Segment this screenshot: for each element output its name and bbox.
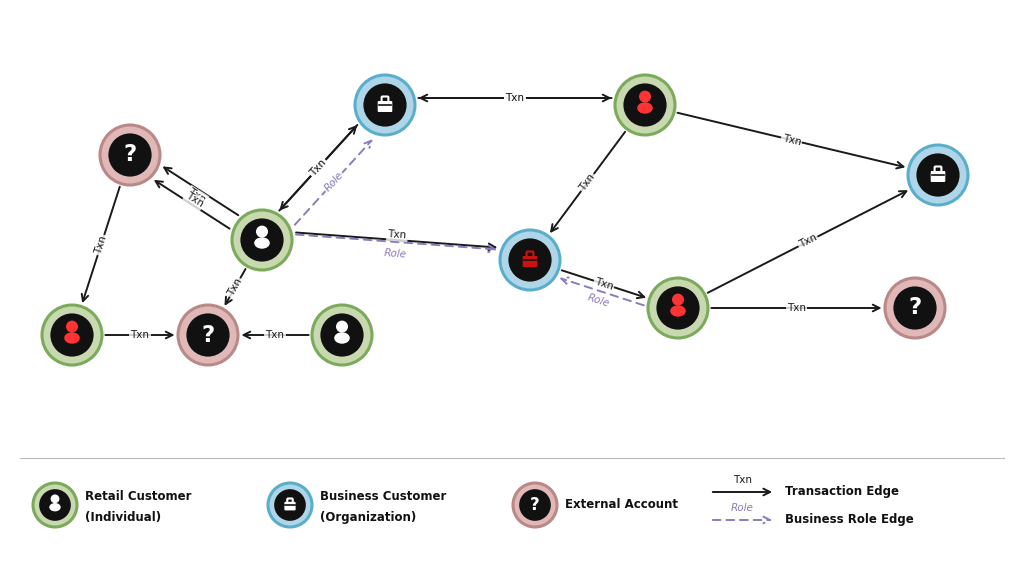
Ellipse shape (637, 102, 653, 113)
Text: Txn: Txn (387, 229, 407, 241)
Text: Business Customer: Business Customer (319, 491, 446, 503)
Text: Role: Role (323, 170, 345, 194)
Text: Txn: Txn (93, 234, 109, 255)
Circle shape (50, 314, 93, 357)
Circle shape (66, 320, 78, 333)
Text: (Individual): (Individual) (85, 511, 161, 523)
Text: Txn: Txn (226, 277, 244, 298)
Text: Txn: Txn (506, 93, 524, 103)
Ellipse shape (334, 332, 350, 344)
Text: ?: ? (123, 144, 136, 166)
FancyBboxPatch shape (522, 256, 538, 267)
Circle shape (42, 305, 102, 365)
Text: ?: ? (530, 496, 540, 514)
Circle shape (33, 483, 77, 527)
Text: Txn: Txn (186, 186, 208, 205)
Text: External Account: External Account (565, 499, 678, 511)
Circle shape (355, 75, 415, 135)
Text: Retail Customer: Retail Customer (85, 491, 191, 503)
Text: Txn: Txn (594, 276, 614, 292)
Circle shape (639, 91, 651, 103)
Circle shape (893, 286, 937, 329)
Circle shape (109, 133, 152, 177)
Ellipse shape (670, 306, 686, 317)
Circle shape (312, 305, 372, 365)
Circle shape (186, 314, 229, 357)
Text: Txn: Txn (183, 191, 205, 209)
FancyBboxPatch shape (285, 502, 296, 510)
Text: Transaction Edge: Transaction Edge (785, 486, 899, 499)
Circle shape (241, 218, 284, 262)
Text: Txn: Txn (781, 133, 802, 147)
Text: ?: ? (202, 324, 215, 347)
Circle shape (256, 226, 268, 238)
Text: Role: Role (586, 293, 611, 310)
Circle shape (615, 75, 675, 135)
FancyBboxPatch shape (931, 171, 945, 182)
Circle shape (39, 489, 71, 521)
Circle shape (336, 320, 348, 333)
Ellipse shape (49, 503, 60, 511)
FancyBboxPatch shape (378, 101, 392, 112)
Circle shape (648, 278, 708, 338)
Circle shape (268, 483, 312, 527)
Text: Txn: Txn (798, 233, 819, 250)
Circle shape (656, 286, 699, 329)
Circle shape (508, 238, 552, 282)
Circle shape (321, 314, 364, 357)
Ellipse shape (65, 332, 80, 344)
Text: Role: Role (731, 503, 754, 513)
Circle shape (232, 210, 292, 270)
Text: (Organization): (Organization) (319, 511, 416, 523)
Text: Txn: Txn (506, 93, 524, 103)
Circle shape (100, 125, 160, 185)
Text: Txn: Txn (787, 303, 806, 313)
Circle shape (513, 483, 557, 527)
Circle shape (364, 83, 407, 127)
Circle shape (500, 230, 560, 290)
Circle shape (50, 494, 59, 503)
Text: Txn: Txn (308, 157, 329, 178)
Ellipse shape (254, 237, 269, 249)
Text: Role: Role (384, 248, 408, 260)
Circle shape (178, 305, 238, 365)
Circle shape (908, 145, 968, 205)
Text: Txn: Txn (578, 172, 597, 193)
Text: Txn: Txn (733, 475, 752, 485)
Circle shape (519, 489, 551, 521)
Text: Txn: Txn (265, 330, 285, 340)
Circle shape (672, 294, 684, 306)
Text: ?: ? (908, 296, 922, 320)
Circle shape (624, 83, 667, 127)
Text: Txn: Txn (130, 330, 150, 340)
Text: Txn: Txn (308, 157, 329, 178)
Text: Business Role Edge: Business Role Edge (785, 514, 913, 527)
Circle shape (916, 153, 959, 197)
Circle shape (274, 489, 306, 521)
Circle shape (885, 278, 945, 338)
